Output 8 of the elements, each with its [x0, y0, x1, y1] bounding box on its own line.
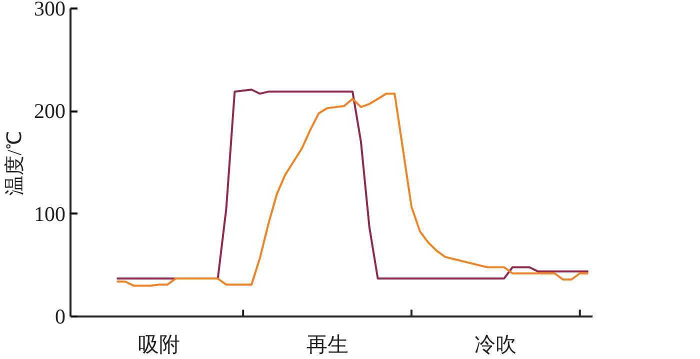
y-tick-label: 200: [34, 99, 66, 124]
text: 再生: [306, 332, 348, 356]
y-tick-label: 300: [34, 0, 66, 20]
y-tick-label: 0: [55, 304, 66, 328]
y-axis-title: 温度/℃: [4, 132, 26, 196]
text: 冷吹: [474, 332, 517, 356]
y-tick-label: 100: [34, 202, 66, 226]
text: 吸附: [138, 332, 180, 356]
